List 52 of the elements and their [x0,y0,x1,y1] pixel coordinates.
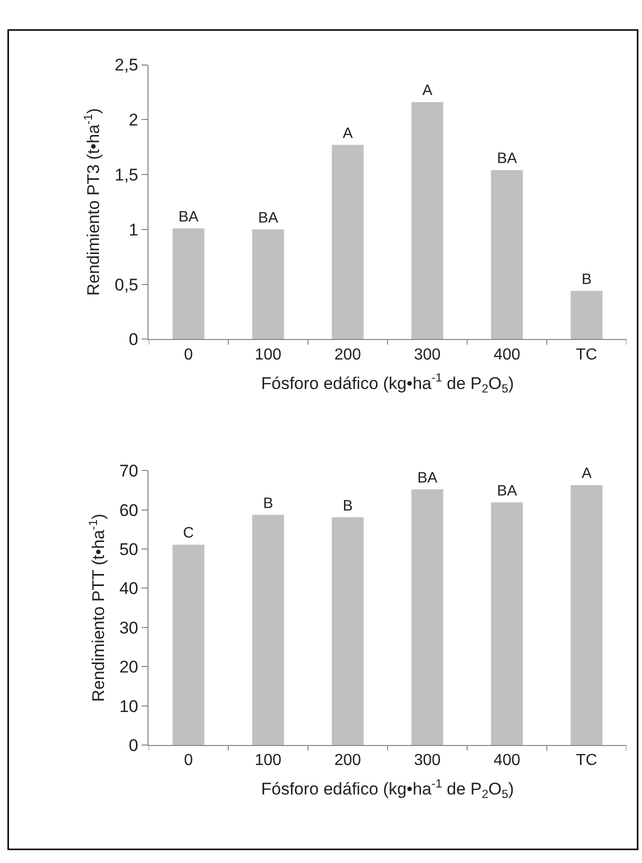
data-label: B [263,494,274,512]
y-tick-label: 30 [119,618,138,638]
x-tick-label: 400 [494,752,520,770]
data-label: BA [178,208,198,226]
y-tick-label: 40 [119,579,138,598]
x-tick-label: 0 [184,346,194,364]
data-label: BA [258,209,278,226]
x-tick-label: 100 [254,752,282,770]
bar [570,290,602,340]
data-label: B [582,270,592,288]
y-tick-label: 20 [119,658,138,677]
x-axis-title: Fósforo edáfico (kg•ha$^{-1}$ de P$_{2}$O$_{5}$) [261,370,514,396]
bar [332,144,364,340]
bar [411,489,444,746]
bar [252,514,284,746]
data-label: BA [496,150,517,168]
bar [172,228,204,340]
y-tick-label: 50 [119,540,138,559]
bar [570,485,602,746]
y-tick-label: 0,5 [114,275,138,294]
data-label: A [582,465,592,482]
data-label: BA [417,469,438,486]
y-tick-label: 60 [119,500,138,520]
bar [491,170,523,340]
x-tick-label: 100 [254,346,282,364]
bar [491,502,523,746]
x-tick-label: 400 [494,346,520,364]
y-tick-label: 2 [128,110,138,130]
y-tick-label: 0 [128,330,138,350]
x-tick-label: TC [576,346,598,364]
bar [332,517,364,746]
bar [252,229,284,340]
x-axis-title: Fósforo edáfico (kg•ha$^{-1}$ de P$_{2}$O$_{5}$) [261,776,514,802]
data-label: A [422,82,432,100]
bar [411,102,444,340]
bar [172,544,204,746]
y-tick-label: 10 [119,696,138,716]
y-tick-label: 0 [128,736,138,755]
x-tick-label: 0 [184,752,194,770]
x-tick-label: 300 [414,346,441,364]
x-tick-label: TC [576,752,598,770]
data-label: B [342,497,353,514]
y-tick-label: 2,5 [114,56,138,75]
data-label: C [182,524,194,542]
x-tick-label: 200 [334,752,362,770]
data-label: BA [496,482,517,500]
x-tick-label: 300 [414,752,441,770]
x-tick-label: 200 [334,346,362,364]
y-tick-label: 1,5 [114,166,138,185]
y-tick-label: 70 [119,462,138,481]
data-label: A [342,124,353,142]
y-tick-label: 1 [128,220,138,240]
